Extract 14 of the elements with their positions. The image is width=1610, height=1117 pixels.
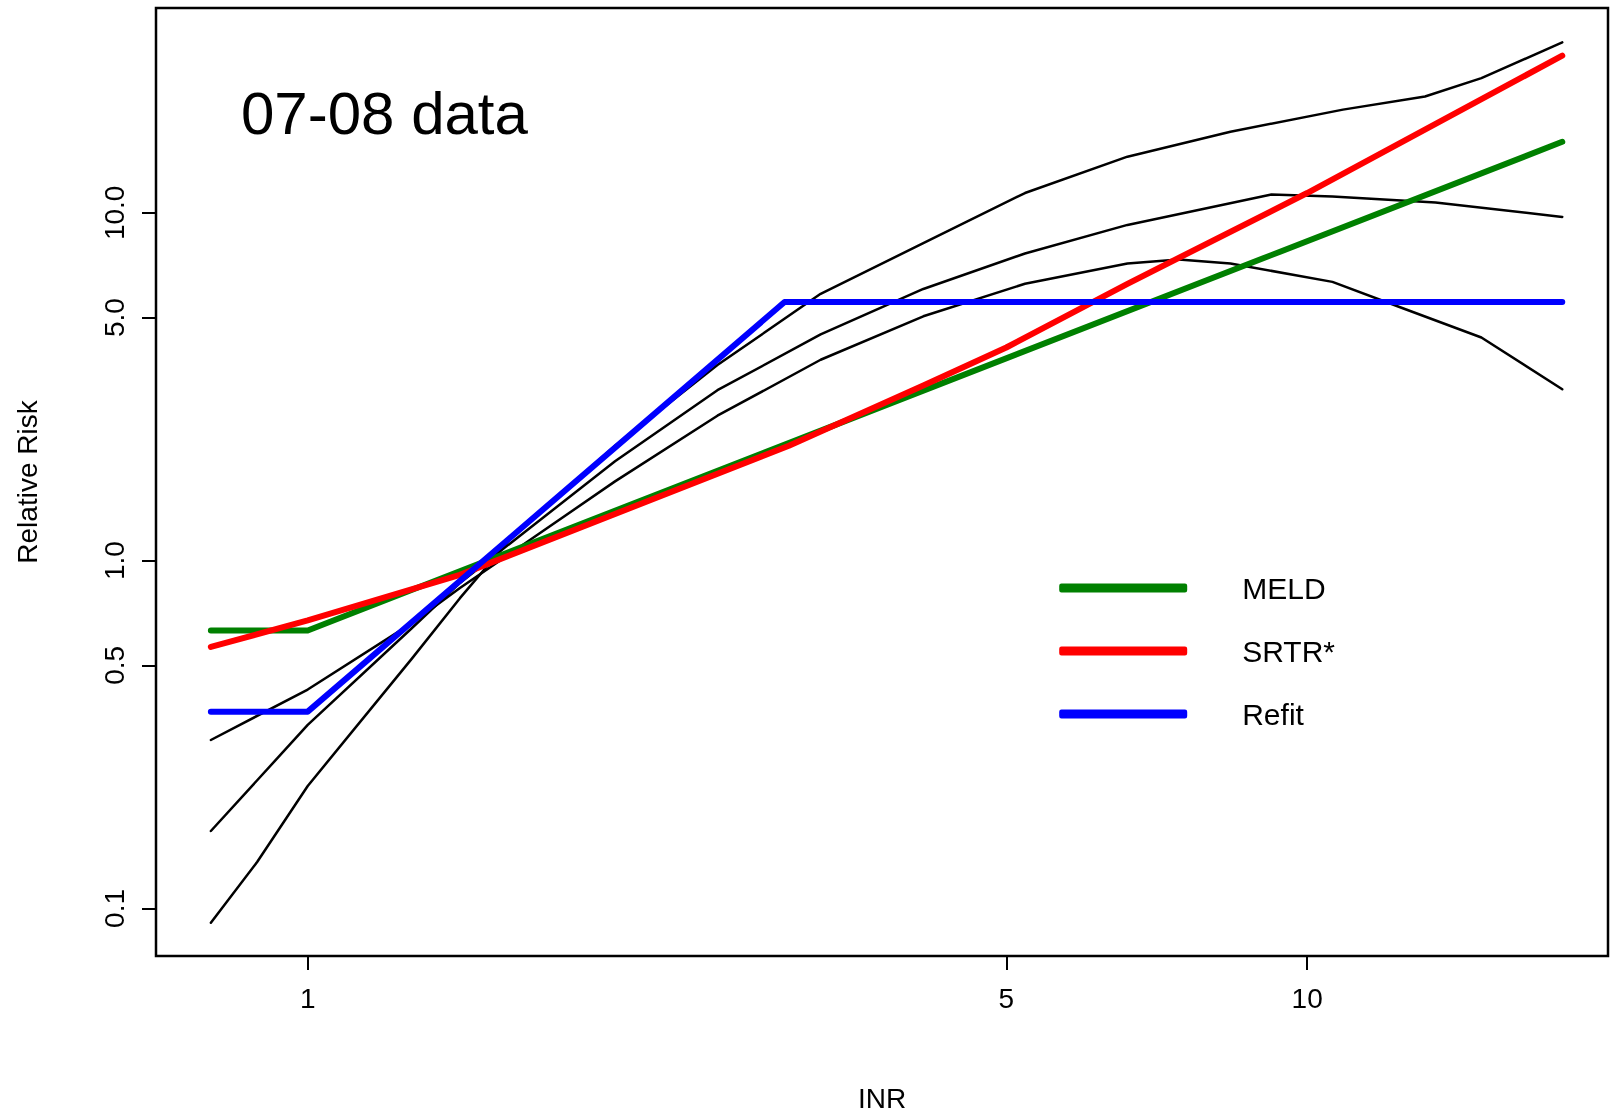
legend-label: SRTR* (1242, 634, 1336, 668)
y-tick-label: 0.5 (98, 645, 130, 685)
y-tick-label: 5.0 (98, 298, 130, 337)
y-tick-label: 10.0 (98, 185, 130, 241)
x-tick-label: 10 (1291, 982, 1323, 1014)
y-tick-label: 1.0 (98, 541, 130, 581)
y-tick-label: 0.1 (98, 888, 130, 928)
legend-label: MELD (1242, 571, 1326, 605)
x-tick-label: 5 (998, 982, 1015, 1014)
x-tick-label: 1 (299, 982, 316, 1014)
y-axis-title: Relative Risk (11, 399, 43, 564)
legend-label: Refit (1242, 697, 1305, 731)
x-axis-title: INR (857, 1082, 907, 1114)
text: 07-08 data (241, 79, 529, 147)
